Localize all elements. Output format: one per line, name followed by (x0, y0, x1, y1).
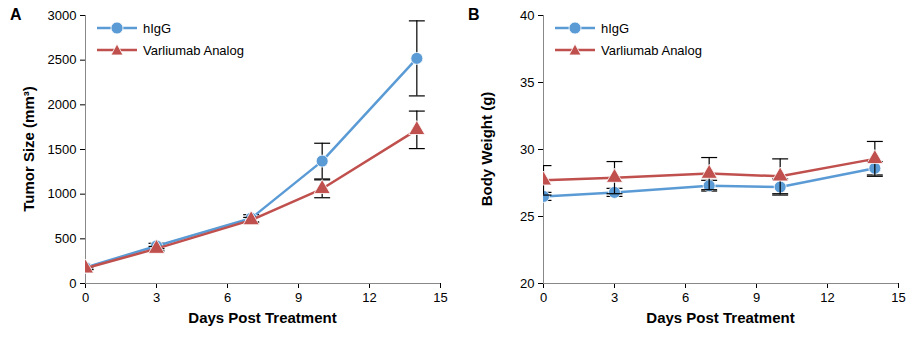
svg-text:9: 9 (295, 290, 302, 305)
html-text:A: A (10, 6, 22, 23)
svg-text:0: 0 (82, 290, 89, 305)
svg-text:1500: 1500 (48, 142, 77, 157)
svg-text:30: 30 (520, 142, 534, 157)
svg-text:40: 40 (520, 8, 534, 23)
svg-text:500: 500 (55, 231, 77, 246)
svg-text:25: 25 (520, 209, 534, 224)
html-text:Body Weight (g): Body Weight (g) (477, 91, 495, 207)
html-text:B: B (468, 6, 480, 23)
svg-text:15: 15 (891, 290, 905, 305)
html-text:Varliumab Analog: Varliumab Analog (143, 42, 244, 58)
svg-text:20: 20 (520, 276, 534, 291)
svg-text:2500: 2500 (48, 52, 77, 67)
html-text:Varliumab Analog: Varliumab Analog (601, 42, 702, 58)
svg-text:3000: 3000 (48, 8, 77, 23)
svg-text:12: 12 (820, 290, 834, 305)
html-text:hIgG: hIgG (143, 20, 172, 36)
svg-text:0: 0 (69, 276, 76, 291)
svg-text:35: 35 (520, 75, 534, 90)
svg-text:15: 15 (433, 290, 447, 305)
svg-text:6: 6 (224, 290, 231, 305)
svg-text:1000: 1000 (48, 186, 77, 201)
svg-text:3: 3 (153, 290, 160, 305)
svg-text:12: 12 (362, 290, 376, 305)
html-text:Days Post Treatment: Days Post Treatment (188, 309, 337, 326)
svg-text:9: 9 (753, 290, 760, 305)
svg-text:3: 3 (611, 290, 618, 305)
svg-text:0: 0 (540, 290, 547, 305)
svg-text:6: 6 (682, 290, 689, 305)
svg-text:2000: 2000 (48, 97, 77, 112)
html-text:hIgG: hIgG (601, 20, 630, 36)
html-text:Tumor Size (mm³): Tumor Size (mm³) (19, 86, 37, 212)
html-text:Days Post Treatment: Days Post Treatment (646, 309, 795, 326)
